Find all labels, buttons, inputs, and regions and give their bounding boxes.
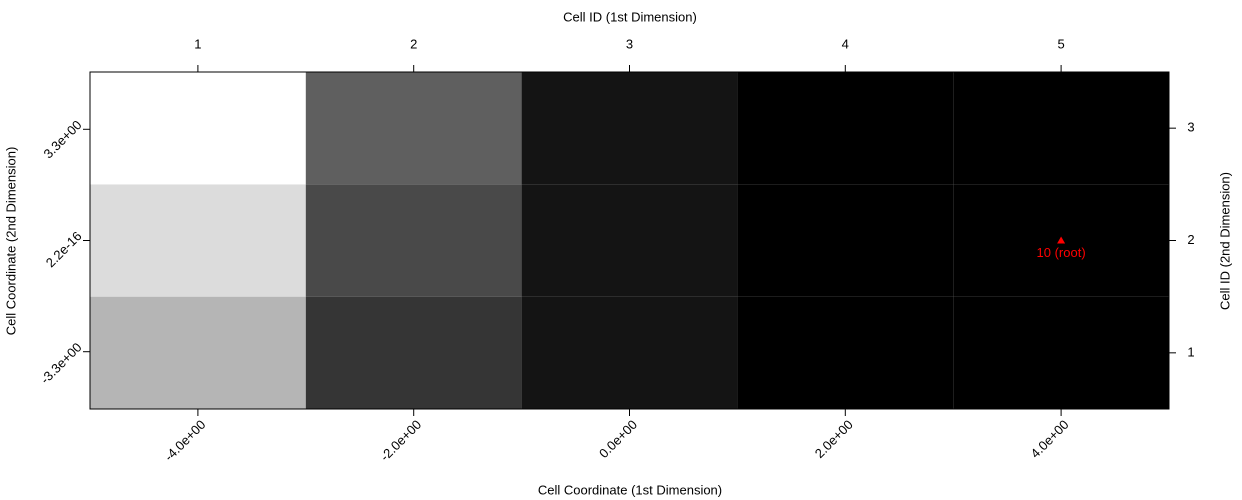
heatmap-cell xyxy=(90,184,306,297)
x-tick-label: 0.0e+00 xyxy=(596,417,640,461)
x-tick-label: -4.0e+00 xyxy=(161,417,208,464)
heatmap-cell xyxy=(305,72,522,185)
x2-tick-label: 2 xyxy=(410,36,417,51)
top-axis-label: Cell ID (1st Dimension) xyxy=(563,9,697,24)
annotation-marker xyxy=(1057,236,1066,244)
heatmap-cell xyxy=(90,72,306,185)
heatmap-cell xyxy=(305,184,522,297)
left-axis-label: Cell Coordinate (2nd Dimension) xyxy=(3,147,18,336)
x-tick-label: -2.0e+00 xyxy=(377,417,424,464)
annotation-label: 10 (root) xyxy=(1037,245,1086,260)
x2-tick-label: 1 xyxy=(194,36,201,51)
bottom-axis-label: Cell Coordinate (1st Dimension) xyxy=(538,482,722,497)
heatmap-cell xyxy=(953,72,1169,185)
right-axis-label: Cell ID (2nd Dimension) xyxy=(1217,172,1232,310)
x2-tick-label: 4 xyxy=(842,36,849,51)
heatmap-cell xyxy=(305,296,522,409)
y-tick-label: 2.2e-16 xyxy=(43,228,85,270)
x2-tick-label: 3 xyxy=(626,36,633,51)
y2-tick-label: 2 xyxy=(1187,232,1194,247)
heatmap-cell xyxy=(737,296,954,409)
heatmap-cell xyxy=(521,72,738,185)
y2-tick-label: 3 xyxy=(1187,120,1194,135)
heatmap-cell xyxy=(737,184,954,297)
x-tick-label: 2.0e+00 xyxy=(812,417,856,461)
y-tick-label: -3.3e+00 xyxy=(37,340,84,387)
y-tick-label: 3.3e+00 xyxy=(40,117,84,161)
x-tick-label: 4.0e+00 xyxy=(1028,417,1072,461)
heatmap-cell xyxy=(521,296,738,409)
heatmap-cell xyxy=(737,72,954,185)
y2-tick-label: 1 xyxy=(1187,344,1194,359)
x2-tick-label: 5 xyxy=(1057,36,1064,51)
heatmap-cell xyxy=(90,296,306,409)
heatmap-cell xyxy=(953,296,1169,409)
heatmap-cell xyxy=(521,184,738,297)
